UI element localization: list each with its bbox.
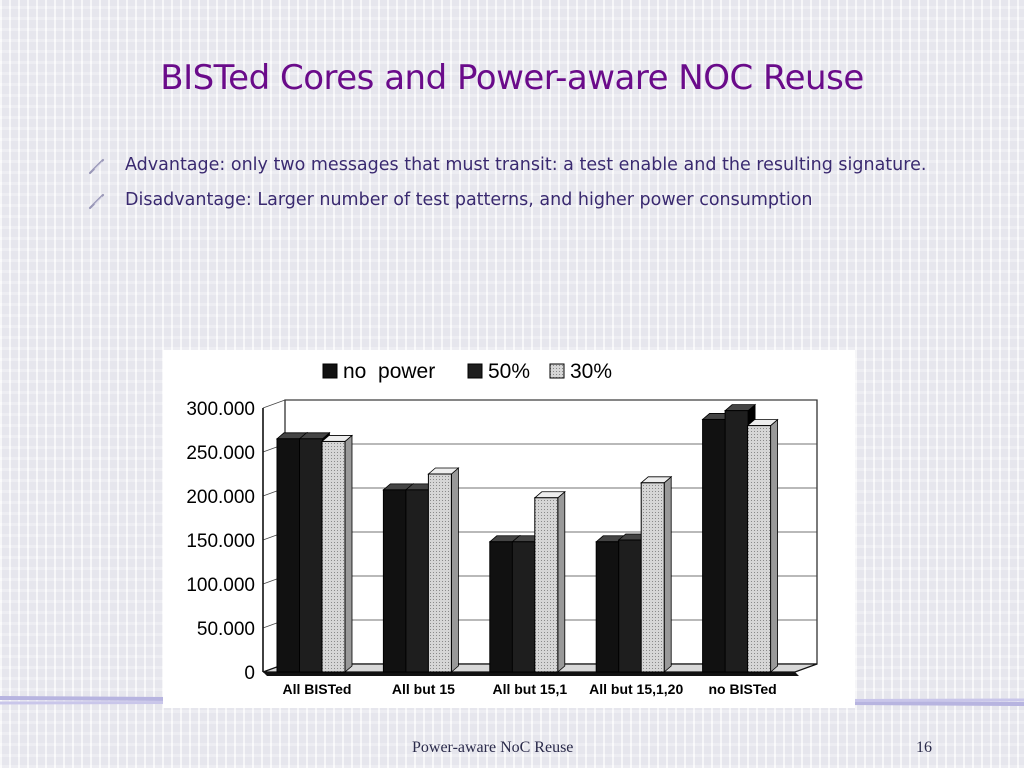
- y-tick-label: 100.000: [186, 575, 255, 596]
- bar: [276, 438, 301, 673]
- bar: [747, 425, 772, 673]
- legend-label: 30%: [570, 360, 612, 383]
- bar: [511, 541, 536, 673]
- legend-swatch: [322, 363, 338, 379]
- x-tick-label: All but 15,1: [492, 681, 567, 697]
- plot-floor-edge: [263, 672, 799, 676]
- x-tick-label: no BISTed: [709, 681, 777, 697]
- x-tick-label: All BISTed: [283, 681, 352, 697]
- legend-swatch: [467, 363, 483, 379]
- bar: [534, 497, 559, 673]
- bar: [427, 473, 452, 673]
- bar-side-face: [450, 467, 459, 673]
- bar-side-face: [770, 418, 778, 673]
- footer-title: Power-aware NoC Reuse: [412, 739, 574, 756]
- legend-label: no power: [343, 360, 435, 383]
- bar-side-face: [557, 490, 566, 673]
- y-tick-label: 0: [244, 663, 255, 684]
- bar-chart-svg: 300.000 250.000 200.000 150.000 100.000 50.00…: [186, 360, 818, 697]
- bar: [595, 541, 620, 673]
- bar: [724, 410, 749, 673]
- bar: [321, 440, 346, 673]
- x-tick-label: All but 15,1,20: [589, 681, 683, 697]
- bullet-list: Advantage: only two messages that must t…: [88, 152, 948, 222]
- bullet-quill-icon: [88, 193, 105, 210]
- bar: [405, 489, 430, 673]
- bullet-text: Advantage: only two messages that must t…: [125, 155, 927, 175]
- gridline-side: [262, 399, 286, 409]
- bar: [299, 438, 323, 673]
- bar: [702, 418, 727, 673]
- bar: [640, 482, 665, 673]
- legend-label: 50%: [488, 360, 530, 383]
- bar-side-face: [344, 434, 353, 673]
- bar-side-face: [663, 475, 672, 673]
- bar: [382, 489, 407, 673]
- y-tick-label: 150.000: [186, 531, 255, 552]
- slide-title: BISTed Cores and Power-aware NOC Reuse: [160, 58, 864, 98]
- y-tick-label: 250.000: [186, 443, 255, 464]
- legend-swatch: [549, 363, 565, 379]
- bullet-item-disadvantage: Disadvantage: Larger number of test patt…: [88, 187, 948, 214]
- y-tick-label: 50.000: [197, 619, 255, 640]
- page-number: 16: [916, 739, 932, 756]
- bullet-text: Disadvantage: Larger number of test patt…: [125, 190, 813, 210]
- y-tick-label: 200.000: [186, 487, 255, 508]
- bullet-quill-icon: [88, 158, 105, 175]
- y-tick-label: 300.000: [186, 399, 255, 420]
- bar: [618, 539, 643, 673]
- x-tick-label: All but 15: [392, 681, 455, 697]
- bullet-item-advantage: Advantage: only two messages that must t…: [88, 152, 948, 179]
- bar-chart: 300.000 250.000 200.000 150.000 100.000 50.00…: [163, 350, 855, 708]
- bar: [489, 541, 514, 673]
